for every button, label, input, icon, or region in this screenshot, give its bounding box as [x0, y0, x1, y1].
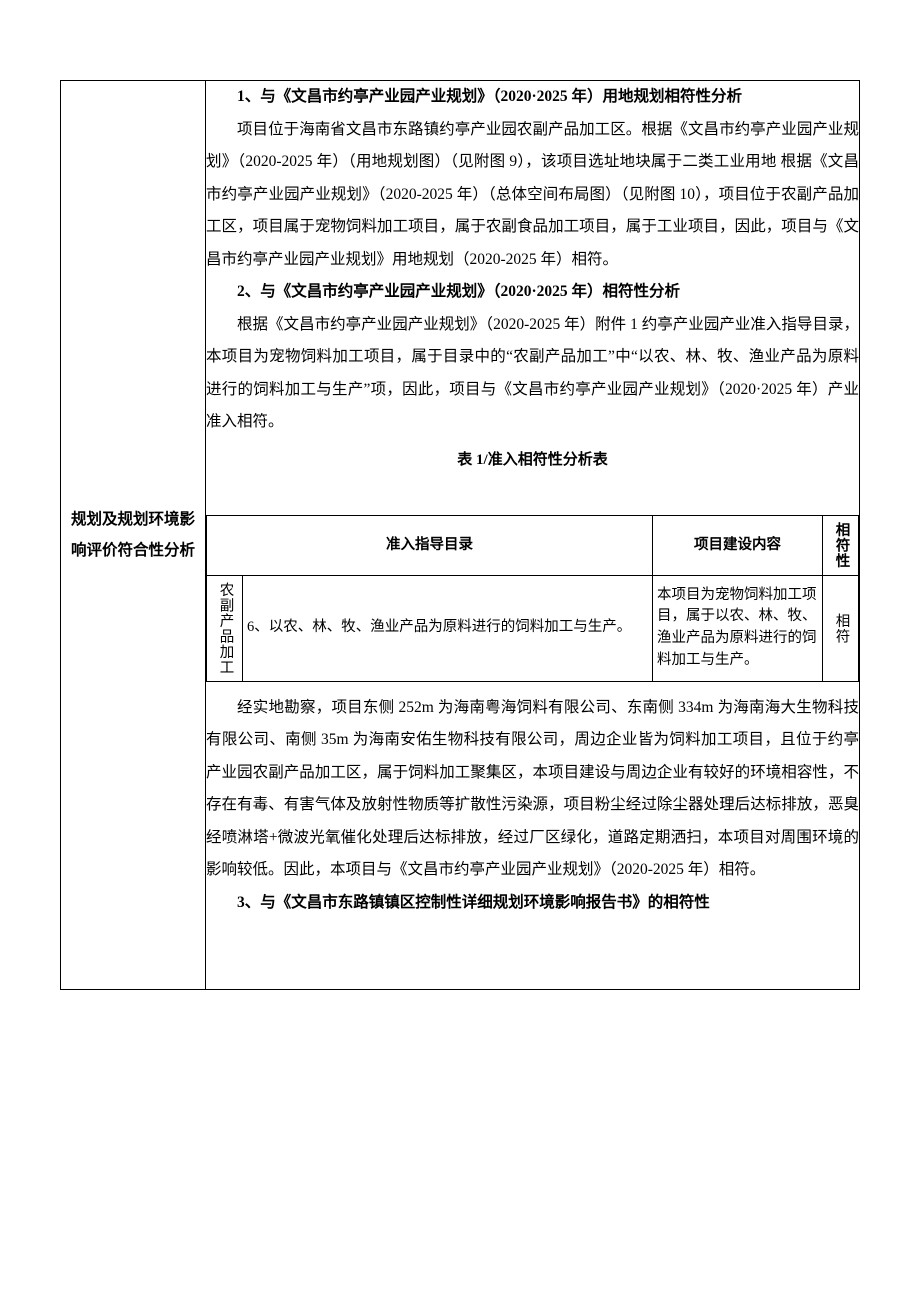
td-content: 本项目为宠物饲料加工项目，属于以农、林、牧、渔业产品为原料进行的饲料加工与生产。: [653, 575, 823, 681]
content-cell: 1、与《文昌市约亭产业园产业规划》（2020·2025 年）用地规划相符性分析 …: [206, 81, 860, 990]
td-category: 农副产品加工: [207, 575, 243, 681]
th-conform: 相符性: [823, 516, 859, 576]
row-header-line2: 响评价符合性分析: [61, 535, 205, 566]
section1-para1: 项目位于海南省文昌市东路镇约亭产业园农副产品加工区。根据《文昌市约亭产业园产业规…: [206, 114, 859, 277]
bottom-spacer: [206, 919, 859, 989]
th-content: 项目建设内容: [653, 516, 823, 576]
td-directory: 6、以农、林、牧、渔业产品为原料进行的饲料加工与生产。: [243, 575, 653, 681]
table1-caption: 表 1/准入相符性分析表: [206, 445, 859, 475]
row-header-cell: 规划及规划环境影 响评价符合性分析: [61, 81, 206, 990]
main-layout-table: 规划及规划环境影 响评价符合性分析 1、与《文昌市约亭产业园产业规划》（2020…: [60, 80, 860, 990]
table-row: 农副产品加工 6、以农、林、牧、渔业产品为原料进行的饲料加工与生产。 本项目为宠…: [207, 575, 859, 681]
th-directory: 准入指导目录: [207, 516, 653, 576]
section1-heading: 1、与《文昌市约亭产业园产业规划》（2020·2025 年）用地规划相符性分析: [206, 81, 859, 114]
conformity-table: 准入指导目录 项目建设内容 相符性 农副产品加工 6、以农、林、牧、渔业产品为原…: [206, 515, 859, 682]
table-header-row: 准入指导目录 项目建设内容 相符性: [207, 516, 859, 576]
row-header-line1: 规划及规划环境影: [61, 504, 205, 535]
section3-heading: 3、与《文昌市东路镇镇区控制性详细规划环境影响报告书》的相符性: [206, 887, 859, 920]
section2-para1: 根据《文昌市约亭产业园产业规划》（2020-2025 年）附件 1 约亭产业园产…: [206, 309, 859, 439]
section2b-para1: 经实地勘察，项目东侧 252m 为海南粤海饲料有限公司、东南侧 334m 为海南…: [206, 692, 859, 887]
td-conform: 相符: [823, 575, 859, 681]
section2-heading: 2、与《文昌市约亭产业园产业规划》（2020·2025 年）相符性分析: [206, 276, 859, 309]
